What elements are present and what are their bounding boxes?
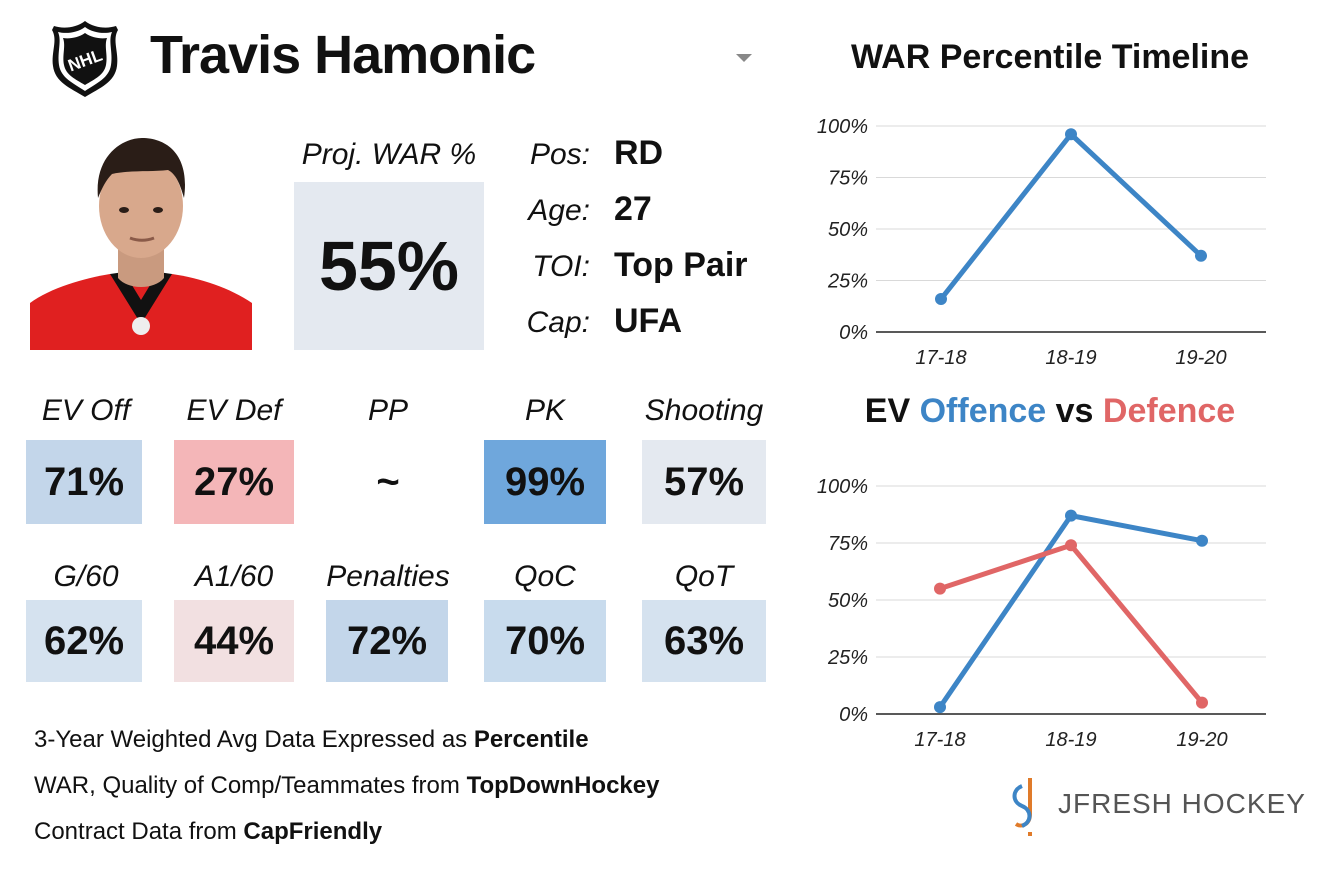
data-point [1065,128,1077,141]
cap-value: UFA [614,302,682,340]
y-tick-label: 100% [817,116,868,138]
pos-value: RD [614,134,664,172]
note-percentile: 3-Year Weighted Avg Data Expressed as Pe… [34,726,589,753]
player-select-chevron-down-icon[interactable] [736,54,752,62]
data-point [934,701,946,714]
series-line-defence [939,542,1204,705]
note-source-war: WAR, Quality of Comp/Teammates from TopD… [34,772,660,799]
ev-chart-title-offence: Offence [919,392,1047,430]
qot-value: 63% [642,600,766,682]
x-tick-label: 17-18 [914,729,965,751]
y-tick-label: 50% [828,219,868,241]
nhl-logo: NHL [48,18,122,100]
series-line-war [939,131,1203,301]
data-point [934,582,946,595]
y-tick-label: 75% [828,533,868,555]
ev-off-label: EV Off [41,394,131,427]
age-label: Age: [528,194,590,227]
proj-war-label: Proj. WAR % [301,138,477,171]
data-point [1065,539,1077,552]
ev-chart-title: EV Offence vs Defence [864,392,1236,430]
y-tick-label: 25% [827,271,868,293]
war-timeline-chart: 0% 25% 50% 75% 100% 17-18 18-19 19-20 [817,116,1266,369]
y-tick-label: 0% [839,704,868,726]
y-tick-label: 100% [817,476,868,498]
data-point [1196,696,1208,709]
a160-label: A1/60 [194,560,274,593]
y-tick-label: 50% [828,590,868,612]
jfresh-brand-text: JFRESH HOCKEY [1058,788,1306,819]
war-chart-title: WAR Percentile Timeline [850,38,1250,76]
x-tick-label: 18-19 [1045,347,1096,369]
pp-label: PP [367,394,409,427]
y-tick-label: 75% [828,168,868,190]
x-tick-label: 19-20 [1176,729,1227,751]
age-value: 27 [614,190,652,228]
toi-value: Top Pair [614,246,748,284]
data-point [1195,249,1207,262]
ev-def-label: EV Def [186,394,282,427]
player-photo [30,128,252,350]
qoc-label: QoC [514,560,576,593]
y-tick-label: 25% [827,647,868,669]
shooting-label: Shooting [644,394,764,427]
ev-chart-title-defence: Defence [1102,392,1236,430]
ev-off-value: 71% [26,440,142,524]
penalties-value: 72% [326,600,448,682]
shooting-value: 57% [642,440,766,524]
penalties-label: Penalties [326,560,450,593]
qoc-value: 70% [484,600,606,682]
ev-offence-defence-chart: 0% 25% 50% 75% 100% 17-18 18-19 19-20 [817,476,1266,751]
a160-value: 44% [174,600,294,682]
note-source-contract: Contract Data from CapFriendly [34,818,383,845]
jfresh-brand [1008,774,1298,838]
jfresh-logo-icon [1012,778,1032,836]
cap-label: Cap: [526,306,590,339]
x-tick-label: 17-18 [915,347,966,369]
pk-label: PK [524,394,566,427]
proj-war-value: 55% [294,182,484,350]
ev-def-value: 27% [174,440,294,524]
pp-value: ~ [328,440,448,524]
toi-label: TOI: [532,250,590,283]
data-point [935,293,947,306]
data-point [1065,509,1077,522]
x-tick-label: 19-20 [1175,347,1226,369]
g60-value: 62% [26,600,142,682]
g60-label: G/60 [53,560,119,593]
qot-label: QoT [674,560,734,593]
x-tick-label: 18-19 [1045,729,1096,751]
pos-label: Pos: [529,138,590,171]
pk-value: 99% [484,440,606,524]
data-point [1196,534,1208,547]
player-name: Travis Hamonic [150,25,536,85]
y-tick-label: 0% [839,322,868,344]
